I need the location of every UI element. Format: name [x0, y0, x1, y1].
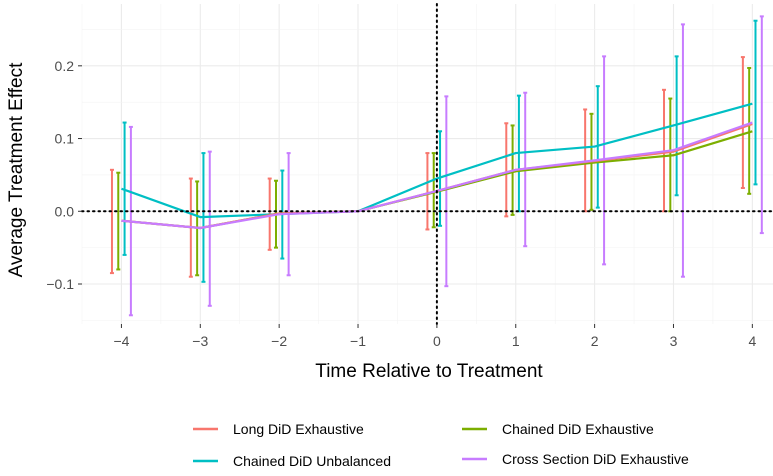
legend-label: Cross Section DiD Exhaustive [502, 451, 689, 467]
x-axis-ticks: −4 −3 −2 −1 0 1 2 3 4 [113, 324, 756, 349]
reference-lines [81, 3, 773, 325]
x-tick-label: 1 [512, 333, 520, 349]
y-tick-label: 0.2 [55, 58, 75, 74]
legend-item: Cross Section DiD Exhaustive [462, 451, 689, 467]
legend-label: Chained DiD Exhaustive [502, 421, 654, 437]
x-tick-label: −3 [192, 333, 208, 349]
y-axis-ticks: −0.1 0.0 0.1 0.2 [46, 58, 82, 292]
x-tick-label: 4 [748, 333, 756, 349]
x-tick-label: −2 [271, 333, 287, 349]
y-axis-title: Average Treatment Effect [6, 62, 27, 277]
y-tick-label: 0.1 [55, 131, 75, 147]
x-tick-label: 3 [670, 333, 678, 349]
legend-item: Long DiD Exhaustive [193, 421, 364, 437]
gridlines [81, 4, 773, 324]
legend: Long DiD Exhaustive Chained DiD Exhaustiv… [193, 421, 689, 469]
x-tick-label: 0 [433, 333, 441, 349]
legend-item: Chained DiD Unbalanced [193, 453, 391, 469]
x-tick-label: −4 [113, 333, 129, 349]
legend-label: Long DiD Exhaustive [233, 421, 364, 437]
series-line [121, 102, 753, 219]
legend-item: Chained DiD Exhaustive [462, 421, 654, 437]
y-tick-label: −0.1 [46, 276, 74, 292]
x-tick-label: −1 [350, 333, 366, 349]
legend-label: Chained DiD Unbalanced [233, 453, 391, 469]
x-axis-title: Time Relative to Treatment [315, 361, 543, 382]
x-tick-label: 2 [591, 333, 599, 349]
y-tick-label: 0.0 [55, 203, 75, 219]
